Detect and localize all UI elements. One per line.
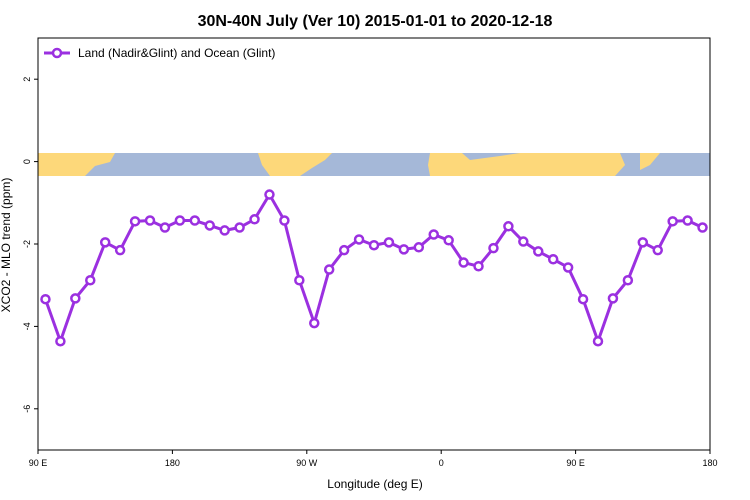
point [592, 335, 604, 347]
point [667, 216, 678, 227]
y-tick-label: 2 [22, 77, 32, 82]
point [488, 242, 499, 254]
point [55, 335, 66, 347]
point [85, 275, 96, 286]
point [234, 222, 245, 233]
point [279, 215, 290, 226]
y-tick-label: -6 [22, 405, 32, 413]
y-tick-label: 0 [22, 159, 32, 164]
point [398, 244, 410, 255]
point [309, 317, 320, 329]
point [518, 236, 529, 247]
point [70, 293, 81, 304]
point [562, 262, 574, 273]
x-tick-label: 90 E [566, 458, 585, 468]
point [622, 275, 634, 286]
x-tick-label: 90 E [29, 458, 48, 468]
point [577, 293, 589, 305]
point [159, 222, 171, 233]
point [383, 237, 395, 248]
point [129, 216, 141, 227]
point [189, 215, 201, 226]
point [458, 257, 469, 268]
point [697, 222, 708, 233]
point [114, 244, 126, 256]
point [294, 275, 305, 286]
point [503, 221, 514, 232]
point [652, 244, 663, 256]
legend-label: Land (Nadir&Glint) and Ocean (Glint) [78, 46, 275, 60]
point [40, 293, 51, 305]
point [338, 244, 350, 256]
point [204, 220, 215, 231]
point [249, 214, 260, 225]
point [607, 293, 619, 304]
x-tick-label: 90 W [296, 458, 318, 468]
point [219, 225, 230, 236]
y-tick-label: -2 [22, 240, 32, 248]
point [637, 237, 649, 248]
point [144, 215, 156, 226]
point [174, 215, 186, 226]
x-axis-label: Longitude (deg E) [327, 477, 422, 491]
point [368, 239, 380, 251]
point [413, 242, 425, 253]
point [547, 253, 559, 265]
point [264, 189, 275, 200]
point [323, 264, 335, 275]
legend-marker [51, 47, 63, 59]
point [682, 215, 693, 226]
chart-title: 30N-40N July (Ver 10) 2015-01-01 to 2020… [198, 13, 553, 30]
point [99, 237, 111, 248]
point [443, 235, 454, 246]
series-line [44, 191, 704, 346]
point [473, 260, 484, 272]
y-tick-label: -4 [22, 322, 32, 330]
point [533, 246, 544, 257]
y-axis-label: XCO2 - MLO trend (ppm) [0, 178, 13, 313]
x-tick-label: 180 [165, 458, 180, 468]
point [428, 229, 439, 240]
x-tick-label: 180 [702, 458, 717, 468]
point [353, 234, 365, 245]
x-tick-label: 0 [439, 458, 444, 468]
map-band [38, 153, 710, 176]
